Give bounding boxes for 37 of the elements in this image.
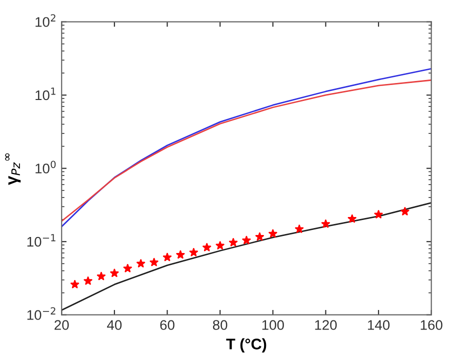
line-series xyxy=(62,202,432,311)
x-tick-label: 20 xyxy=(54,320,69,330)
point xyxy=(150,258,158,266)
y-axis-title: γ$_{Pz}$$^{∞}$ xyxy=(5,153,21,186)
point xyxy=(162,252,172,262)
x-tick-label: 80 xyxy=(212,320,228,330)
point xyxy=(321,219,330,228)
point xyxy=(216,241,224,250)
x-tick-label: 60 xyxy=(160,320,174,330)
point xyxy=(294,224,304,233)
point xyxy=(268,229,278,238)
point xyxy=(96,272,106,280)
point xyxy=(400,207,410,216)
x-tick-label: 160 xyxy=(420,320,442,330)
point xyxy=(176,250,185,259)
y-tick-label: 10$^{2}$ xyxy=(36,14,56,27)
x-tick-label: 120 xyxy=(315,320,337,330)
point xyxy=(189,248,198,256)
point xyxy=(123,264,132,272)
point xyxy=(110,268,119,278)
point xyxy=(242,236,251,244)
x-axis-title: T (°C) xyxy=(226,338,266,352)
y-tick-label: 10$^{−1}$ xyxy=(27,234,56,247)
point xyxy=(228,238,238,246)
point xyxy=(255,232,264,241)
point xyxy=(348,214,356,223)
point xyxy=(202,243,212,252)
point xyxy=(84,276,92,285)
x-tick-label: 140 xyxy=(368,320,390,330)
x-tick-label: 100 xyxy=(262,320,284,330)
y-tick-label: 10$^{−2}$ xyxy=(27,307,56,320)
x-tick-label: 40 xyxy=(107,320,122,330)
y-tick-label: 10$^{0}$ xyxy=(36,160,56,174)
point xyxy=(374,210,383,218)
y-tick-label: 10$^{1}$ xyxy=(36,88,56,100)
point xyxy=(70,280,80,288)
point xyxy=(136,259,146,268)
